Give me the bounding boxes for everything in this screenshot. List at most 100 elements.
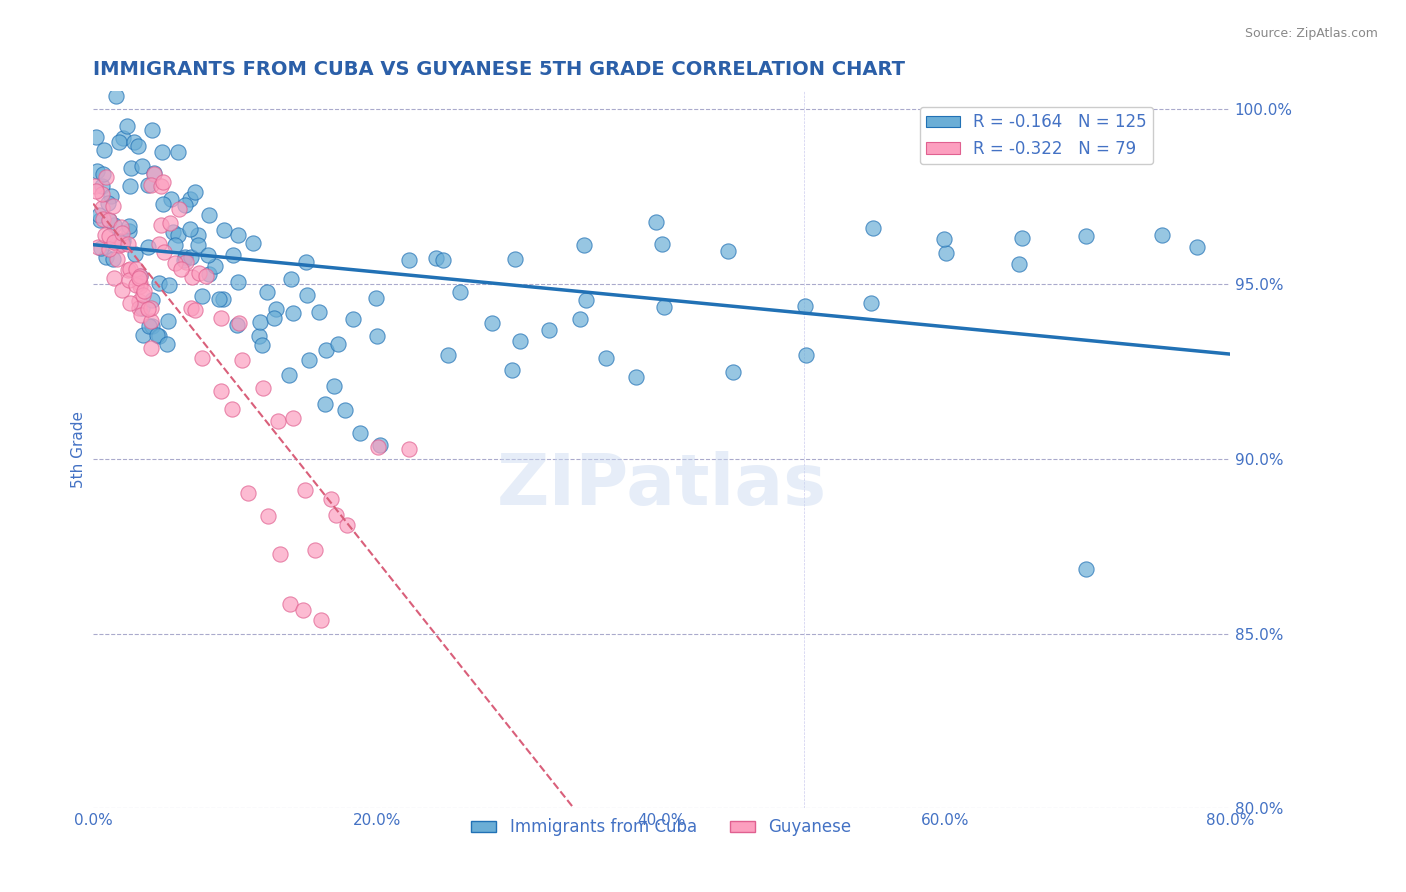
Point [111,236,134,251]
Point [146,328,169,343]
Point [141,122,163,136]
Point [139,314,162,328]
Point [644,215,666,229]
Point [105,89,128,103]
Point [501,362,523,376]
Point [209,384,232,398]
Point [173,253,195,268]
Point [127,139,149,153]
Point [128,301,150,315]
Point [449,285,471,299]
Point [367,440,389,454]
Point [796,347,818,361]
Point [190,289,212,303]
Point [111,131,134,145]
Point [187,237,209,252]
Point [125,261,148,276]
Point [180,250,202,264]
Point [103,270,125,285]
Point [398,253,420,268]
Point [211,293,233,307]
Point [398,442,420,457]
Point [150,219,173,233]
Point [136,240,159,254]
Point [163,256,186,270]
Point [314,397,336,411]
Point [143,166,166,180]
Point [157,277,180,292]
Point [226,318,249,333]
Point [148,276,170,290]
Point [183,302,205,317]
Point [167,202,190,216]
Point [1150,227,1173,242]
Point [256,285,278,300]
Point [208,293,231,307]
Point [150,179,173,194]
Point [167,145,190,159]
Point [150,145,173,159]
Point [595,351,617,365]
Point [297,288,319,302]
Point [96,250,118,264]
Point [129,308,152,322]
Point [169,262,191,277]
Point [163,237,186,252]
Y-axis label: 5th Grade: 5th Grade [72,411,86,488]
Point [103,218,125,232]
Point [132,288,155,302]
Point [129,277,152,291]
Point [174,197,197,211]
Point [100,188,122,202]
Point [118,273,141,287]
Point [90,178,112,193]
Point [143,167,166,181]
Point [198,268,221,282]
Point [105,234,128,248]
Point [141,293,163,307]
Point [295,255,318,269]
Point [180,270,202,285]
Point [112,234,135,248]
Point [111,235,134,250]
Point [84,178,107,193]
Point [267,414,290,428]
Point [118,261,141,276]
Point [294,483,316,498]
Point [568,312,591,326]
Point [138,318,160,333]
Point [212,223,235,237]
Point [932,232,955,246]
Point [432,253,454,268]
Point [118,296,141,310]
Point [173,250,195,264]
Point [187,228,209,243]
Point [425,252,447,266]
Point [117,263,139,277]
Point [247,328,270,343]
Point [328,337,350,351]
Point [141,318,163,333]
Point [156,314,179,328]
Point [91,167,114,181]
Text: IMMIGRANTS FROM CUBA VS GUYANESE 5TH GRADE CORRELATION CHART: IMMIGRANTS FROM CUBA VS GUYANESE 5TH GRA… [93,60,905,78]
Point [242,236,264,251]
Text: Source: ZipAtlas.com: Source: ZipAtlas.com [1244,27,1378,40]
Point [120,161,142,175]
Point [574,237,596,252]
Point [292,603,315,617]
Point [139,341,162,355]
Point [101,199,124,213]
Point [97,195,120,210]
Point [859,295,882,310]
Point [110,284,132,298]
Point [152,175,174,189]
Point [131,160,153,174]
Point [128,293,150,308]
Point [118,178,141,193]
Point [228,317,250,331]
Point [89,208,111,222]
Point [252,381,274,395]
Point [148,236,170,251]
Point [84,130,107,145]
